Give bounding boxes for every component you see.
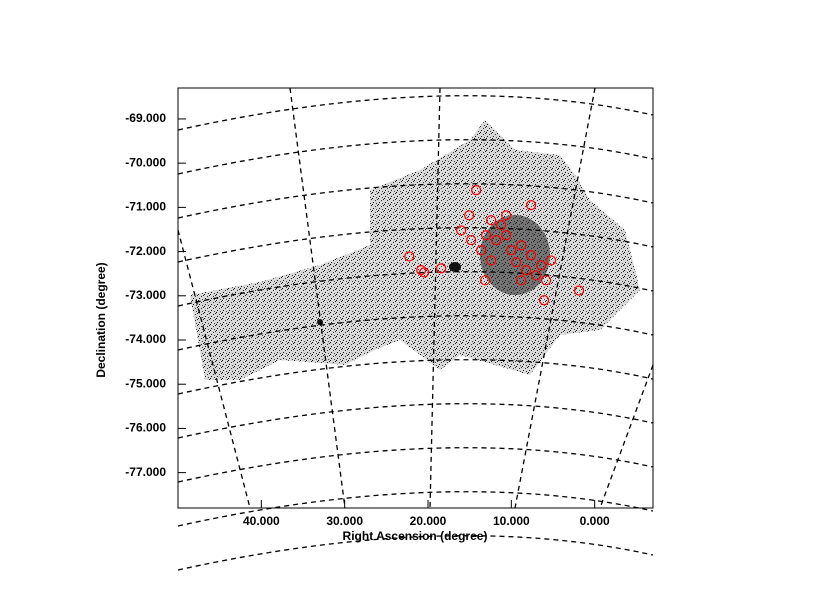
y-tick-label: -69.000 bbox=[125, 111, 166, 125]
point bbox=[516, 275, 527, 286]
y-tick-label: -75.000 bbox=[125, 376, 166, 390]
y-tick-label: -77.000 bbox=[125, 465, 166, 479]
y-axis-title: Declination (degree) bbox=[94, 262, 108, 377]
point bbox=[511, 257, 522, 268]
point bbox=[486, 215, 497, 226]
coordinate-grid-line bbox=[177, 95, 654, 131]
point bbox=[530, 270, 542, 281]
x-tick-label: 40.000 bbox=[243, 514, 280, 528]
point bbox=[501, 210, 512, 221]
coordinate-grid-line bbox=[177, 491, 654, 527]
point bbox=[521, 265, 532, 276]
point bbox=[404, 251, 415, 262]
point bbox=[516, 240, 527, 251]
point bbox=[506, 245, 517, 256]
x-tick-label: 30.000 bbox=[326, 514, 363, 528]
y-tick-label: -72.000 bbox=[125, 244, 166, 258]
point bbox=[540, 275, 552, 286]
point bbox=[535, 260, 547, 271]
y-tick-label: -74.000 bbox=[125, 332, 166, 346]
coordinate-grid-line bbox=[177, 271, 654, 307]
coordinate-grid-line bbox=[177, 183, 654, 219]
point bbox=[545, 255, 557, 266]
point bbox=[486, 255, 497, 266]
coordinate-grid-line bbox=[177, 359, 654, 395]
point bbox=[481, 230, 492, 241]
coordinate-grid-line bbox=[177, 403, 654, 439]
coordinate-grid-line bbox=[177, 447, 654, 483]
plot-frame bbox=[177, 87, 654, 509]
point bbox=[466, 234, 477, 246]
y-tick-label: -71.000 bbox=[125, 200, 166, 214]
y-tick-label: -70.000 bbox=[125, 155, 166, 169]
coordinate-grid-line bbox=[177, 227, 654, 263]
point bbox=[476, 245, 487, 256]
point bbox=[525, 250, 537, 261]
y-tick-label: -73.000 bbox=[125, 288, 166, 302]
point bbox=[496, 219, 507, 231]
point bbox=[436, 263, 447, 274]
coordinate-grid bbox=[177, 87, 654, 509]
point bbox=[573, 285, 585, 296]
point bbox=[538, 295, 550, 306]
coordinate-grid-line bbox=[177, 315, 654, 351]
point bbox=[464, 210, 475, 221]
point bbox=[491, 234, 502, 246]
point bbox=[456, 225, 467, 236]
coordinate-grid-line bbox=[177, 139, 654, 175]
coordinate-grid-line bbox=[177, 535, 654, 571]
y-tick-label: -76.000 bbox=[125, 421, 166, 435]
point bbox=[416, 265, 427, 276]
point bbox=[419, 267, 430, 278]
point bbox=[471, 185, 482, 196]
point bbox=[525, 200, 537, 211]
point bbox=[501, 230, 512, 241]
footprint bbox=[190, 120, 640, 380]
x-tick-label: 10.000 bbox=[493, 514, 530, 528]
x-tick-label: 0.000 bbox=[580, 514, 610, 528]
x-axis-title: Right Ascension (degree) bbox=[343, 529, 488, 543]
x-tick-label: 20.000 bbox=[410, 514, 447, 528]
point bbox=[480, 275, 491, 286]
